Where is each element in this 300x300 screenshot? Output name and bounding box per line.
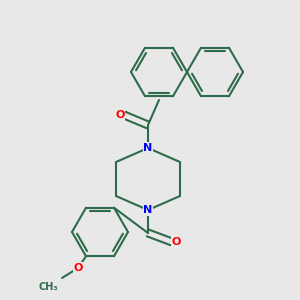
Text: CH₃: CH₃ [38, 282, 58, 292]
Text: O: O [73, 263, 83, 273]
Text: O: O [171, 237, 181, 247]
Text: N: N [143, 205, 153, 215]
Text: N: N [143, 143, 153, 153]
Text: O: O [115, 110, 125, 120]
